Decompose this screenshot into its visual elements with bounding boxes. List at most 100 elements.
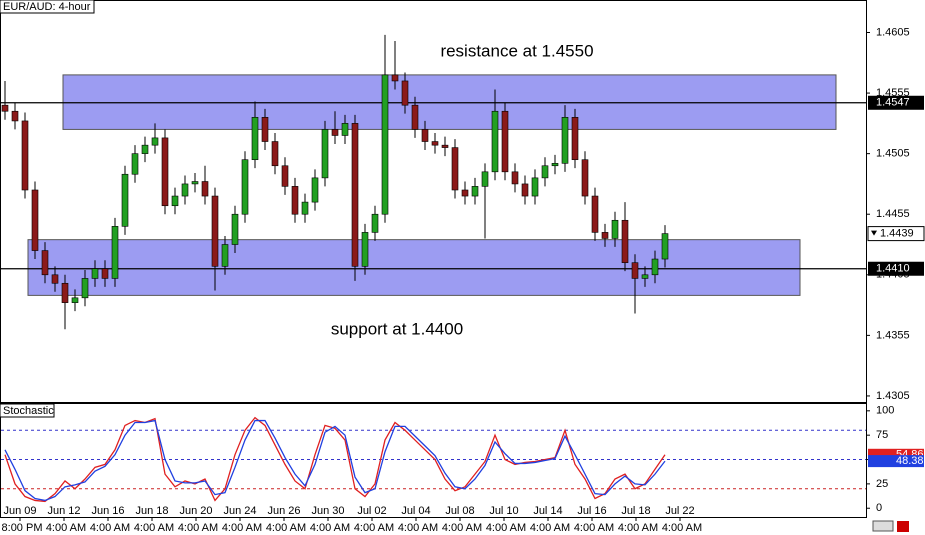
price-tag [868,261,924,276]
candle-body [251,117,259,161]
candle-body [371,213,379,233]
title-box [0,0,95,14]
candle-body [351,123,359,267]
x-sub-label: 4:00 AM [266,522,306,534]
candle-body [21,120,29,191]
close-icon[interactable] [897,521,909,532]
candle-body [181,183,189,197]
x-sub-label: 4:00 AM [398,522,438,534]
x-tick-label: Jun 30 [311,505,344,517]
candle-body [111,226,119,279]
candle-body [291,186,299,215]
stochastic-title-box [0,403,55,418]
candle-body [241,159,249,215]
y-tick-label: 75 [876,429,888,441]
candle-body [321,129,329,179]
price-panel-border [0,0,867,403]
candle-body [641,274,649,279]
x-sub-label: 4:00 AM [178,522,218,534]
candle-body [631,262,639,279]
candle-body [1,104,9,112]
x-sub-label: 4:00 AM [222,522,262,534]
annotation: resistance at 1.4550 [440,41,593,60]
x-sub-label: 4:00 AM [46,522,86,534]
x-tick-label: Jun 20 [179,505,212,517]
candle-body [421,129,429,142]
candle-body [401,80,409,106]
x-tick-label: Jun 09 [3,505,36,517]
y-tick-label: 0 [876,502,882,514]
price-tag [868,95,924,110]
candle-body [491,110,499,173]
candle-body [11,110,19,122]
y-tick-label: 1.4305 [876,390,910,402]
x-sub-label: 4:00 AM [618,522,658,534]
zone [27,239,801,296]
y-tick-label: 1.4605 [876,26,910,38]
candle-body [361,232,369,267]
annotation: support at 1.4400 [331,319,463,338]
candle-body [81,278,89,299]
stochastic-title: Stochastic [3,405,54,417]
candle-body [601,232,609,239]
candle-body [561,117,569,164]
candle-body [91,268,99,279]
candle-body [581,159,589,197]
candle-body [461,189,469,197]
x-tick-label: Jul 04 [401,505,430,517]
x-sub-label: 4:00 AM [442,522,482,534]
x-sub-label: 4:00 AM [574,522,614,534]
candle-body [71,297,79,303]
y-tick-label: 100 [876,405,894,417]
last-price-label: 1.4439 [880,228,914,240]
candle-body [411,104,419,130]
x-sub-label: 4:00 AM [90,522,130,534]
candle-body [501,110,509,173]
candle-body [281,165,289,187]
candle-body [121,173,129,227]
candle-body [231,213,239,245]
stochastic-line [4,419,666,502]
value-tag [868,455,924,468]
candle-body [221,244,229,267]
candle-body [51,274,59,284]
candle-body [571,117,579,161]
candle-body [341,123,349,136]
price-tag-label: 1.4410 [876,263,910,275]
x-tick-label: Jul 22 [665,505,694,517]
candle-body [201,181,209,197]
x-sub-label: 8:00 PM [2,522,43,534]
candle-body [331,129,339,136]
candle-body [311,177,319,203]
candle-body [611,219,619,239]
candle-body [261,117,269,142]
candle-body [451,147,459,191]
y-tick-label: 1.4455 [876,208,910,220]
candle-body [31,189,39,251]
candle-body [551,163,559,167]
candle-body [651,258,659,276]
candle-body [151,137,159,146]
candle-body [131,153,139,175]
x-tick-label: Jun 18 [135,505,168,517]
y-tick-label: 1.4505 [876,148,910,160]
x-tick-label: Jul 14 [533,505,562,517]
candle-body [431,141,439,146]
candle-body [521,183,529,197]
candle-body [141,144,149,154]
last-price-tag [867,226,925,242]
x-sub-label: 4:00 AM [486,522,526,534]
x-tick-label: Jul 08 [445,505,474,517]
scroll-icon[interactable] [872,520,894,532]
x-sub-label: 4:00 AM [134,522,174,534]
candle-body [661,233,669,260]
candle-body [441,144,449,148]
x-tick-label: Jul 02 [357,505,386,517]
x-tick-label: Jul 16 [577,505,606,517]
last-price-arrow [871,230,877,236]
candle-body [211,195,219,267]
x-sub-label: 4:00 AM [310,522,350,534]
stochastic-panel-border [0,403,867,518]
x-sub-label: 4:00 AM [662,522,702,534]
